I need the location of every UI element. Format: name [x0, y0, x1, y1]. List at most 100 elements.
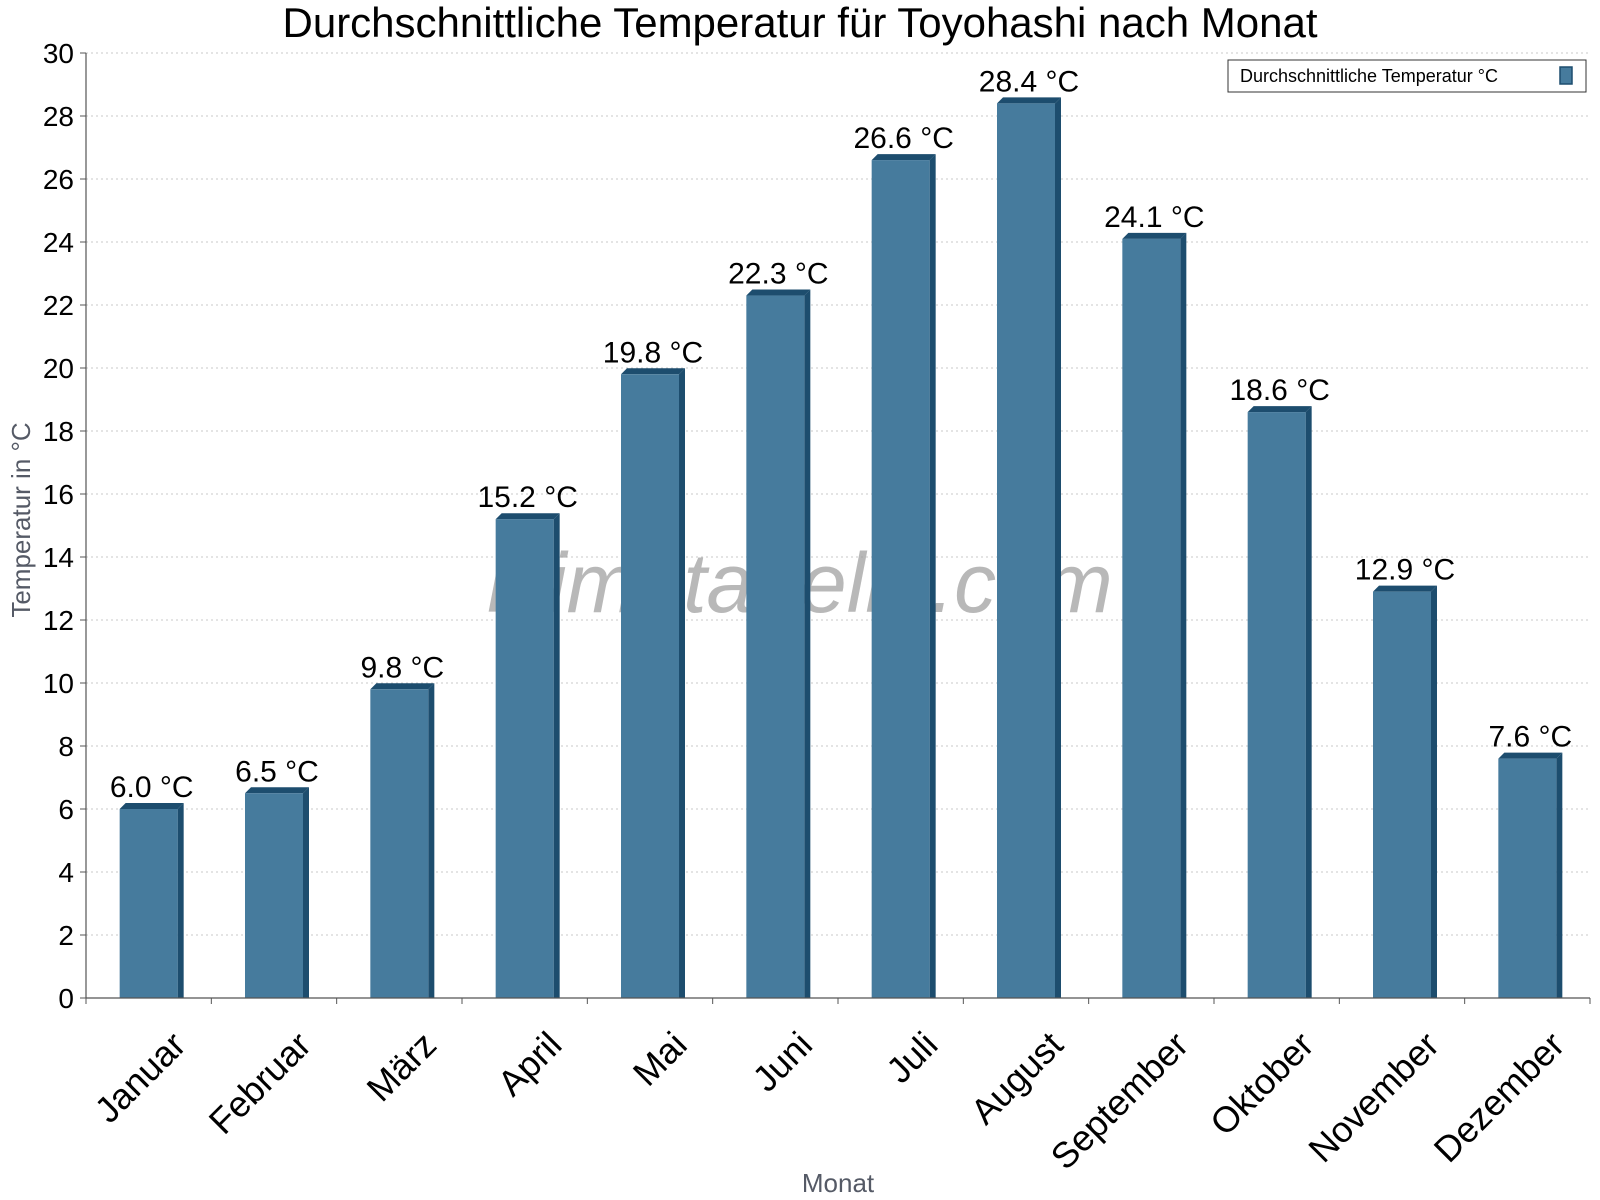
bar-face: [1247, 412, 1306, 999]
y-tick-label: 14: [43, 542, 74, 573]
bar-top: [1247, 406, 1312, 413]
data-label: 12.9 °C: [1355, 554, 1455, 587]
x-tick-label: Mai: [625, 1024, 695, 1094]
x-axis-label: Monat: [802, 1168, 875, 1198]
x-tick-label: März: [359, 1024, 445, 1110]
bar-side: [177, 803, 184, 998]
bar-face: [621, 374, 679, 998]
y-tick-label: 28: [43, 101, 74, 132]
x-tick-label: August: [963, 1024, 1071, 1132]
bar-side: [1180, 232, 1187, 999]
bar-side: [553, 513, 560, 998]
bar-top: [621, 368, 685, 375]
y-tick-label: 4: [58, 857, 74, 888]
bar-top: [245, 787, 309, 794]
bar-side: [679, 368, 685, 998]
y-tick-label: 16: [43, 479, 74, 510]
bar-side: [804, 289, 811, 998]
bar-face: [370, 689, 429, 998]
x-tick-label: April: [489, 1024, 569, 1104]
x-tick-label: Juni: [744, 1024, 820, 1100]
x-tick-label: Juli: [878, 1024, 945, 1091]
bar-top: [871, 154, 936, 161]
bar-face: [997, 103, 1055, 998]
data-label: 22.3 °C: [728, 258, 828, 291]
bar-top: [370, 683, 435, 690]
data-label: 6.0 °C: [110, 771, 194, 804]
legend-swatch: [1559, 66, 1573, 85]
bar-side: [1556, 752, 1563, 998]
data-label: 24.1 °C: [1104, 201, 1204, 234]
bar-group: [119, 97, 1563, 999]
grid-lines: [86, 52, 1590, 936]
y-tick-label: 10: [43, 668, 74, 699]
y-tick-label: 12: [43, 605, 74, 636]
bar-10: [1247, 406, 1312, 999]
bar-6: [746, 289, 811, 998]
bar-face: [245, 793, 303, 998]
legend-label: Durchschnittliche Temperatur °C: [1240, 66, 1498, 86]
bar-1: [119, 803, 184, 998]
x-tick-label: Oktober: [1202, 1024, 1322, 1144]
bar-face: [1122, 238, 1181, 999]
bar-5: [621, 368, 685, 998]
bar-side: [929, 154, 936, 999]
bar-8: [997, 97, 1061, 998]
bar-face: [119, 809, 178, 998]
y-tick-label: 2: [58, 920, 74, 951]
chart-title: Durchschnittliche Temperatur für Toyohas…: [283, 0, 1318, 46]
x-tick-label: Februar: [201, 1024, 319, 1142]
bar-top: [997, 97, 1061, 104]
bar-top: [495, 513, 560, 520]
bar-top: [1122, 232, 1187, 239]
bar-side: [1055, 97, 1061, 998]
bar-side: [1431, 585, 1437, 998]
bar-face: [746, 295, 805, 998]
y-tick-label: 8: [58, 731, 74, 762]
data-label: 26.6 °C: [853, 122, 953, 155]
bar-3: [370, 683, 435, 998]
x-tick-labels: Januar Februar März April Mai Juni Juli AugustS…: [87, 1024, 1573, 1178]
legend-box: [1227, 59, 1587, 93]
y-tick-label: 18: [43, 416, 74, 447]
bar-face: [1373, 591, 1431, 998]
bar-face: [1498, 758, 1557, 998]
bar-top: [1498, 752, 1563, 759]
y-tick-label: 26: [43, 164, 74, 195]
bar-side: [1305, 406, 1312, 999]
bar-side: [428, 683, 435, 998]
bar-face: [495, 519, 554, 998]
y-tick-label: 24: [43, 227, 74, 258]
y-tick-label: 0: [58, 983, 74, 1014]
bar-7: [871, 154, 936, 999]
bar-top: [746, 289, 811, 296]
bar-face: [871, 160, 930, 999]
data-label: 28.4 °C: [979, 65, 1079, 98]
data-label: 7.6 °C: [1488, 721, 1572, 754]
x-tick-label: September: [1043, 1024, 1197, 1178]
data-label: 18.6 °C: [1229, 374, 1329, 407]
legend: Durchschnittliche Temperatur °C: [1227, 59, 1587, 93]
bar-4: [495, 513, 560, 998]
bar-side: [303, 787, 309, 998]
y-axis-label: Temperatur in °C: [6, 422, 36, 617]
data-label: 19.8 °C: [603, 336, 703, 369]
x-tick-label: Januar: [87, 1024, 194, 1131]
data-label: 15.2 °C: [477, 481, 577, 514]
bar-top: [1373, 585, 1437, 592]
data-labels: 6.0 °C 6.5 °C 9.8 °C 15.2 °C 19.8 °C 22.3 °C 2…: [110, 65, 1572, 804]
bar-2: [245, 787, 309, 998]
y-tick-label: 20: [43, 353, 74, 384]
y-tick-label: 30: [43, 38, 74, 69]
y-tick-label: 22: [43, 290, 74, 321]
x-tick-label: Dezember: [1426, 1024, 1572, 1170]
data-label: 9.8 °C: [360, 651, 444, 684]
x-tick-label: November: [1300, 1024, 1446, 1170]
bar-9: [1122, 232, 1187, 999]
y-tick-label: 6: [58, 794, 74, 825]
bar-12: [1498, 752, 1563, 998]
bar-11: [1373, 585, 1437, 998]
